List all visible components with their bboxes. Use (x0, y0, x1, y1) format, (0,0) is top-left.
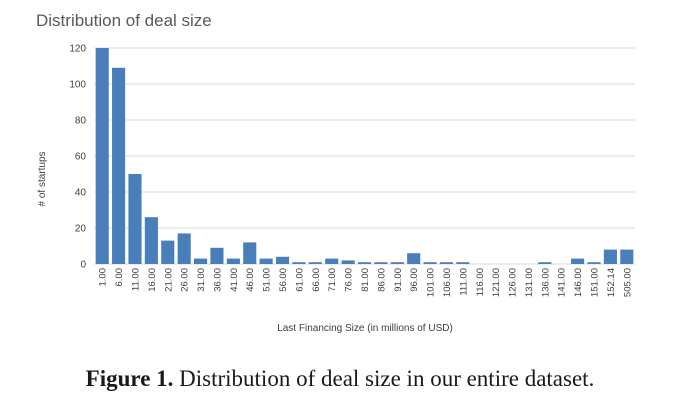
bar-19 (407, 253, 421, 264)
x-tick-label-7: 36.00 (212, 268, 223, 292)
bar-10 (259, 258, 273, 264)
gridlines (94, 47, 635, 265)
bar-11 (275, 256, 290, 264)
y-tick-label-3: 60 (75, 152, 87, 163)
bar-9 (243, 242, 257, 264)
caption-text: Distribution of deal size in our entire … (173, 366, 595, 391)
x-tick-label-19: 96.00 (409, 268, 420, 292)
x-tick-label-26: 131.00 (524, 268, 535, 297)
x-tick-label-5: 26.00 (180, 268, 191, 292)
bar-chart: Distribution of deal size 0 20 40 60 80 100 12… (36, 11, 635, 334)
bar-2 (128, 174, 142, 264)
x-tick-label-14: 71.00 (327, 268, 338, 292)
bar-20 (423, 262, 437, 264)
y-axis-label: # of startups (37, 151, 48, 206)
bar-1 (112, 67, 126, 264)
x-tick-label-0: 1.00 (98, 268, 109, 287)
x-tick-label-11: 56.00 (278, 268, 289, 292)
x-tick-label-21: 106.00 (442, 268, 453, 297)
bar-13 (308, 262, 322, 264)
y-tick-label-1: 20 (75, 224, 87, 235)
x-tick-label-23: 116.00 (475, 268, 486, 296)
x-tick-label-4: 21.00 (163, 268, 174, 292)
x-tick-label-24: 121.00 (491, 268, 502, 297)
bar-27 (538, 262, 552, 264)
bar-5 (177, 233, 191, 264)
bar-4 (161, 240, 175, 264)
bar-12 (292, 262, 306, 264)
x-tick-label-10: 51.00 (262, 268, 273, 292)
x-tick-label-30: 151.00 (590, 268, 601, 297)
figure-caption: Figure 1. Distribution of deal size in o… (0, 366, 680, 392)
x-tick-label-12: 61.00 (294, 268, 305, 292)
x-tick-label-20: 101.00 (426, 268, 437, 297)
bar-16 (357, 262, 372, 264)
y-tick-label-0: 0 (80, 260, 86, 271)
figure-label: Figure 1. (85, 366, 174, 391)
bar-18 (390, 262, 404, 264)
x-tick-label-31: 152.14 (606, 268, 617, 297)
bar-3 (144, 217, 158, 264)
bar-6 (194, 258, 208, 264)
bar-21 (439, 262, 454, 264)
y-axis-ticks: 0 20 40 60 80 100 120 (69, 44, 86, 271)
bar-32 (620, 249, 634, 264)
chart-title: Distribution of deal size (36, 11, 212, 30)
bar-0 (95, 48, 109, 264)
x-tick-label-6: 31.00 (196, 268, 207, 292)
chart: Distribution of deal size 0 20 40 60 80 100 12… (36, 11, 635, 334)
x-tick-label-13: 66.00 (311, 268, 322, 292)
bar-17 (374, 262, 388, 264)
y-tick-label-6: 120 (69, 44, 86, 55)
bar-22 (456, 262, 470, 264)
y-tick-label-4: 80 (75, 116, 87, 127)
bar-15 (341, 260, 355, 264)
x-tick-label-27: 136.00 (540, 268, 551, 297)
x-tick-label-2: 11.00 (130, 268, 141, 291)
bar-30 (587, 262, 601, 264)
x-tick-label-22: 111.00 (458, 268, 469, 296)
x-tick-label-15: 76.00 (344, 268, 355, 292)
x-tick-label-29: 146.00 (573, 268, 584, 297)
bar-31 (603, 249, 617, 264)
bar-29 (571, 258, 585, 264)
bars (95, 48, 634, 264)
x-axis-label: Last Financing Size (in millions of USD) (277, 323, 453, 334)
x-tick-label-28: 141.00 (557, 268, 568, 297)
y-tick-label-2: 40 (75, 188, 87, 199)
y-tick-label-5: 100 (69, 80, 86, 91)
x-axis-ticks: 1.00 6.00 11.00 16.00 21.00 26.00 31.00 36.00 41… (98, 268, 634, 297)
x-tick-label-9: 46.00 (245, 268, 256, 292)
x-tick-label-25: 126.00 (508, 268, 519, 297)
bar-7 (210, 247, 224, 264)
x-tick-label-8: 41.00 (229, 268, 240, 292)
x-tick-label-1: 6.00 (114, 268, 125, 287)
bar-8 (226, 258, 240, 264)
x-tick-label-3: 16.00 (147, 268, 158, 292)
x-tick-label-17: 86.00 (376, 268, 387, 292)
x-tick-label-18: 91.00 (393, 268, 404, 292)
x-tick-label-32: 505.00 (622, 268, 633, 297)
bar-14 (325, 258, 339, 264)
x-tick-label-16: 81.00 (360, 268, 371, 292)
